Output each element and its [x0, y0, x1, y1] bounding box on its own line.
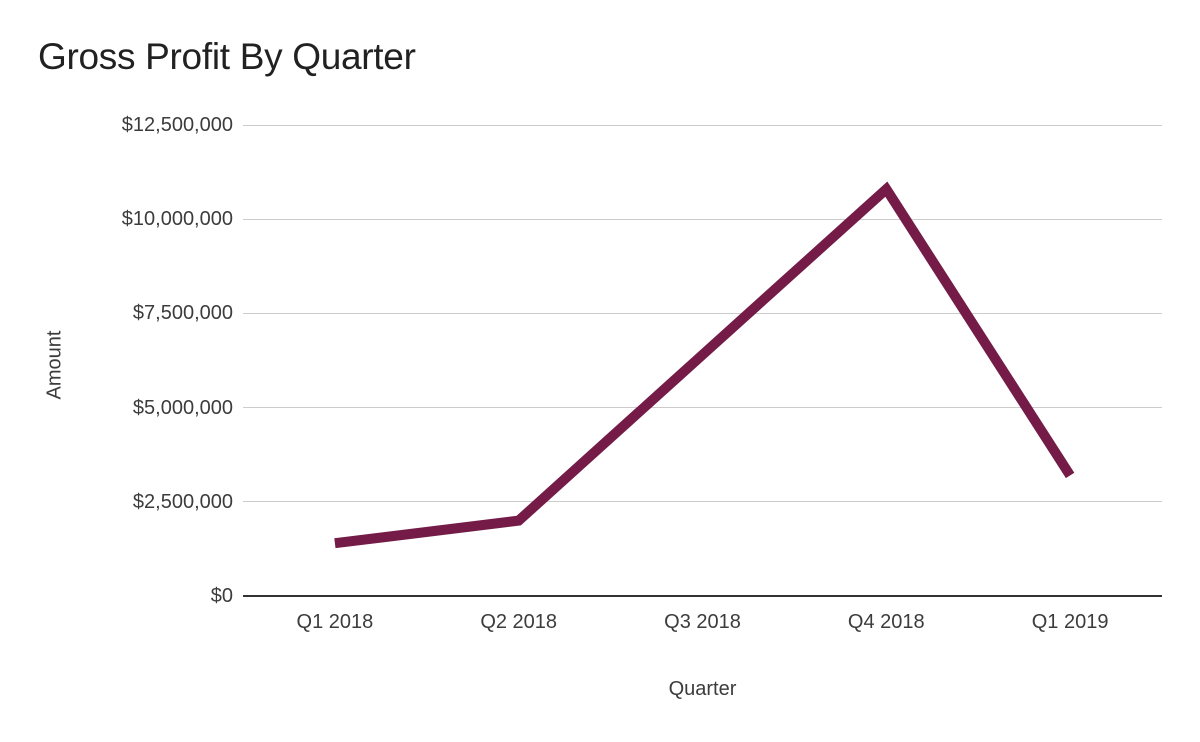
- x-tick-label: Q1 2018: [296, 611, 374, 633]
- x-tick-label: Q3 2018: [664, 611, 741, 633]
- x-tick-label: Q2 2018: [480, 611, 558, 633]
- x-tick-label: Q4 2018: [847, 611, 925, 633]
- y-axis-tick-labels: $0 $2,500,000 $5,000,000 $7,500,000 $10,000,…: [0, 114, 243, 607]
- y-tick-label: $2,500,000: [132, 490, 233, 513]
- x-axis-tick-labels: Q1 2018 Q2 2018 Q3 2018 Q4 2018 Q1 2019: [243, 610, 1162, 634]
- x-axis-line: [243, 595, 1162, 597]
- y-tick-label: $10,000,000: [121, 208, 233, 231]
- gross-profit-line: [334, 181, 1075, 549]
- gridline: [243, 407, 1162, 409]
- gridline: [243, 501, 1162, 503]
- y-tick-label: $12,500,000: [121, 114, 233, 136]
- x-tick-label: Q1 2019: [1031, 611, 1109, 633]
- y-tick-label: $7,500,000: [132, 302, 233, 325]
- gridline: [243, 312, 1162, 314]
- line-series-svg: [334, 181, 1075, 549]
- gridline: [243, 218, 1162, 220]
- plot-area: [243, 124, 1162, 597]
- x-axis-title: Quarter: [668, 678, 737, 700]
- y-tick-label: $0: [210, 585, 233, 607]
- chart-title: Gross Profit By Quarter: [38, 36, 416, 77]
- y-tick-label: $5,000,000: [132, 396, 233, 419]
- gridline: [243, 124, 1162, 126]
